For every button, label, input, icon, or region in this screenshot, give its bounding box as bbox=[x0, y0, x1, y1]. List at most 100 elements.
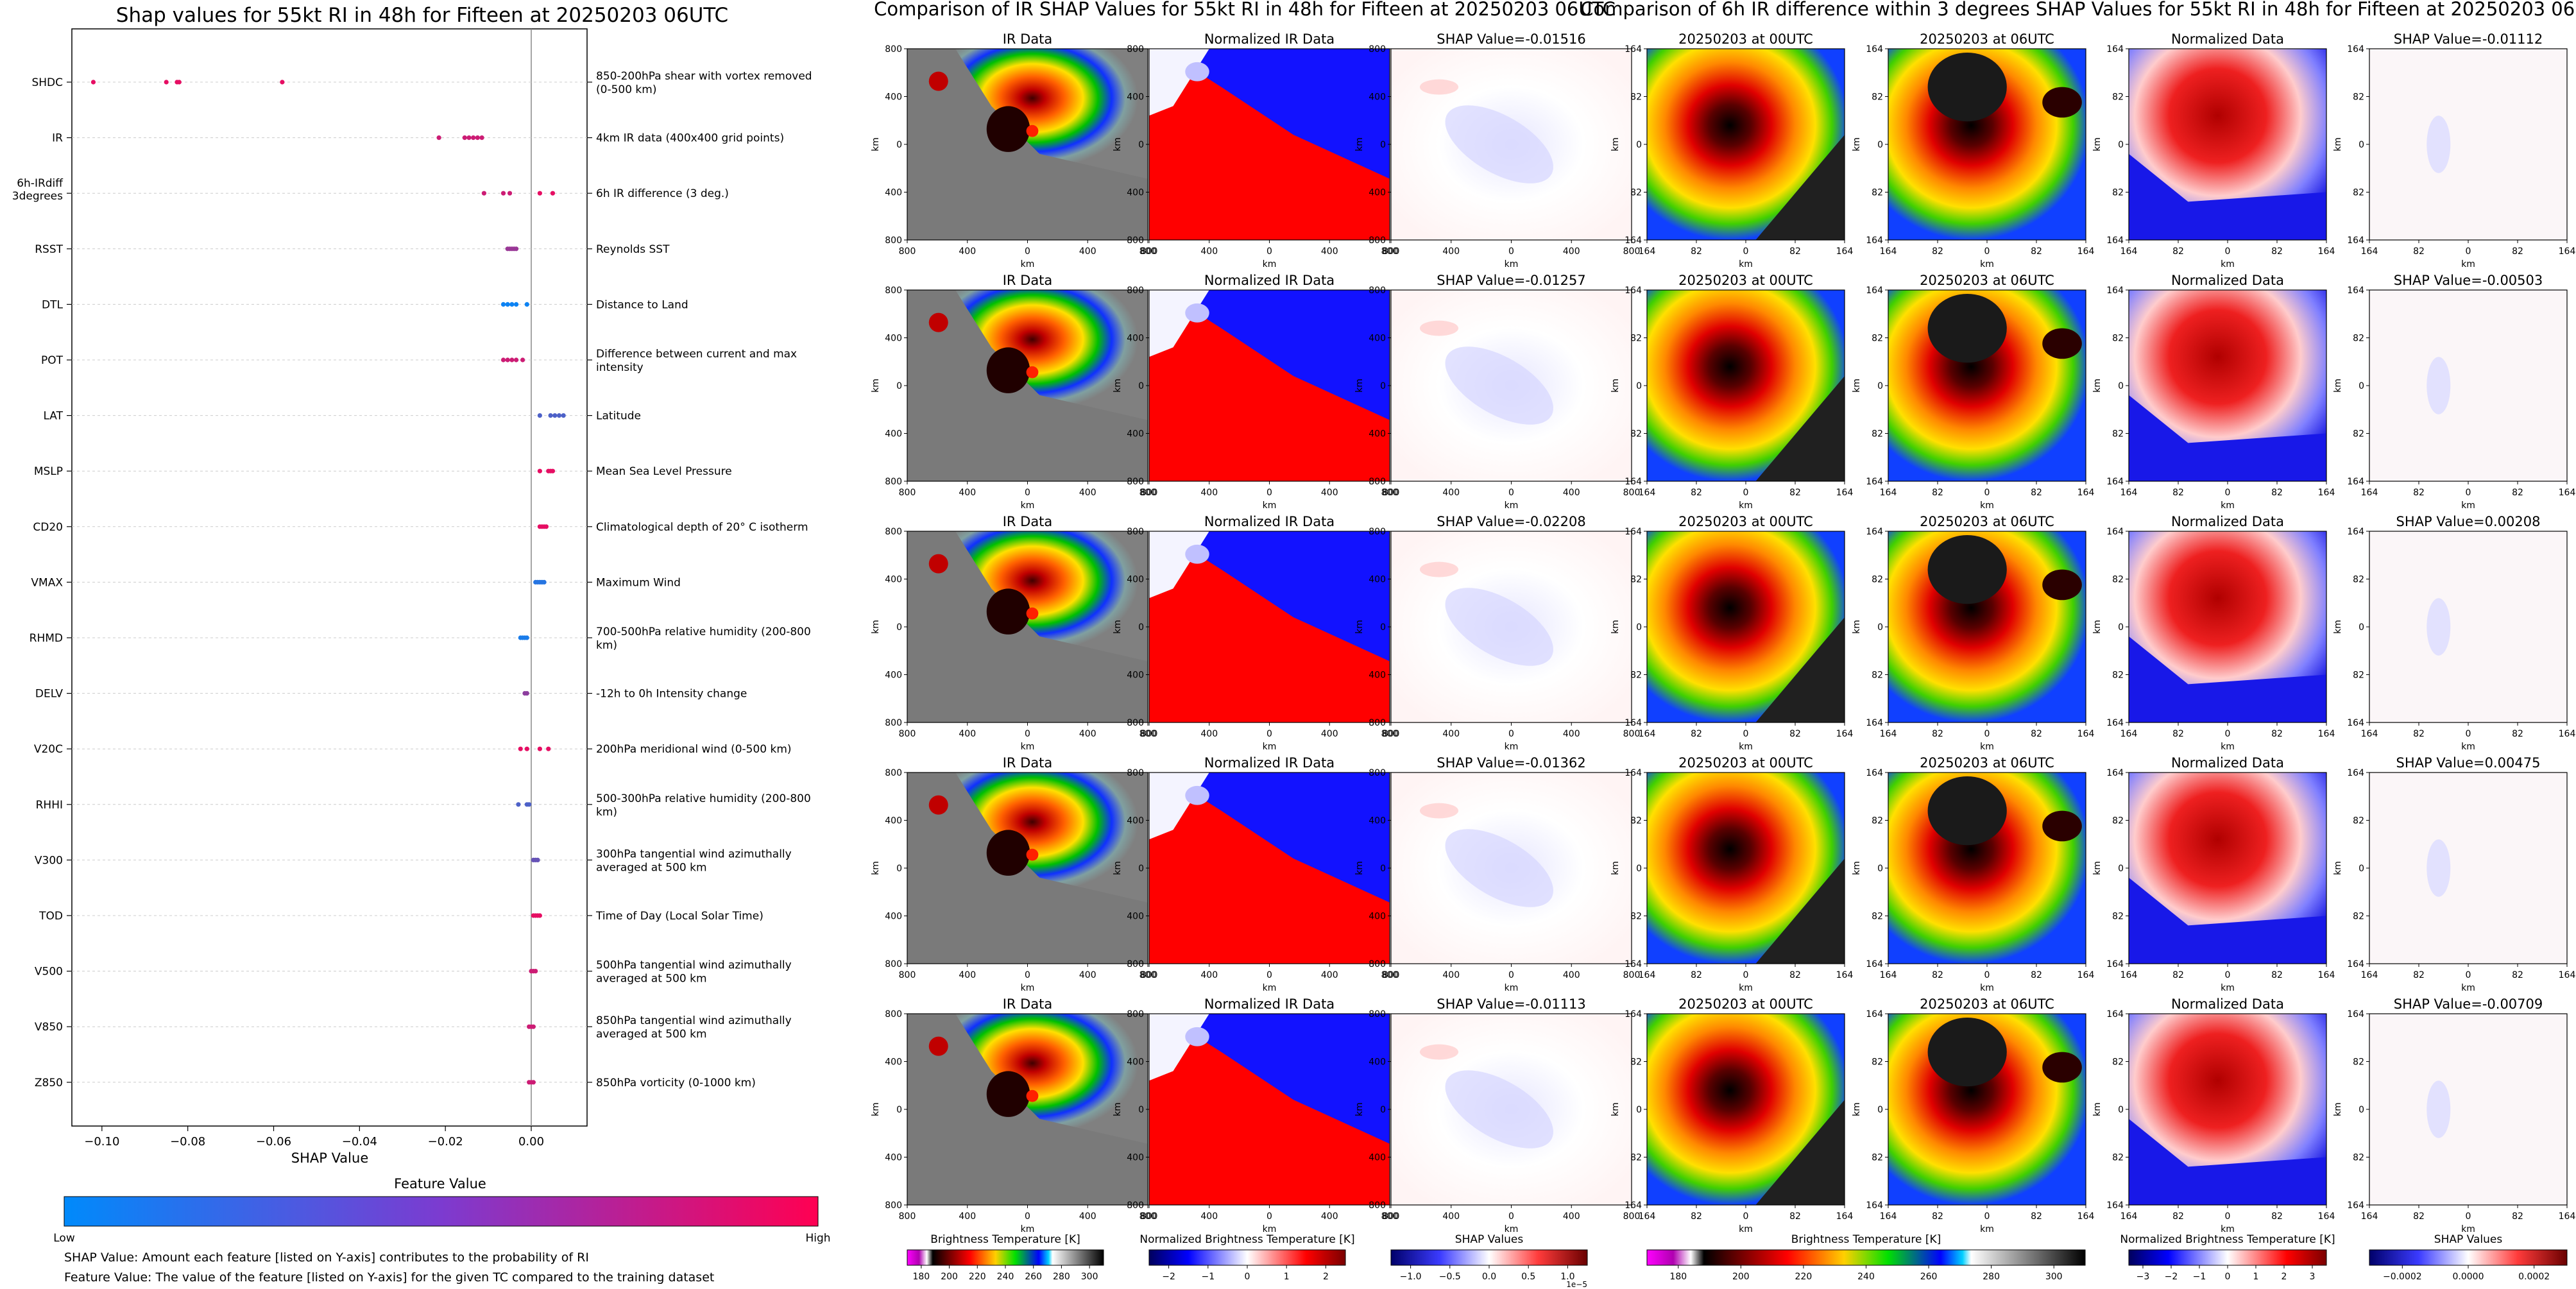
panel-y-tick-label: 164 bbox=[1866, 527, 1883, 537]
feature-description-line: km) bbox=[596, 639, 617, 652]
image-panel: SHAP Value=-0.01113800800400400004004008… bbox=[1354, 996, 1640, 1234]
feature-description-line: averaged at 500 km bbox=[596, 861, 707, 874]
shap-point bbox=[531, 1080, 536, 1085]
panel-y-axis-label: km bbox=[2092, 379, 2103, 393]
panel-y-tick-label: 800 bbox=[1127, 1200, 1144, 1211]
colorbar-tick-label: −2 bbox=[1162, 1272, 1175, 1282]
panel-x-tick-label: 164 bbox=[2077, 1211, 2095, 1222]
panel-x-tick-label: 164 bbox=[2361, 970, 2378, 980]
panel-x-axis-label: km bbox=[1739, 1224, 1753, 1234]
colorbar-tick-label: 200 bbox=[941, 1272, 958, 1282]
panel-title: Normalized Data bbox=[2171, 514, 2284, 529]
panel-y-tick-label: 0 bbox=[1877, 140, 1883, 150]
panel-y-axis-label: km bbox=[1852, 379, 1862, 393]
shap-point bbox=[479, 135, 484, 141]
panel-y-tick-label: 164 bbox=[2106, 527, 2124, 537]
cold-cloud-top bbox=[1927, 534, 2007, 604]
panel-x-tick-label: 400 bbox=[1200, 246, 1218, 257]
panel-y-tick-label: 164 bbox=[2106, 1200, 2124, 1211]
panel-y-tick-label: 164 bbox=[1625, 477, 1642, 487]
panel-y-tick-label: 82 bbox=[2353, 429, 2364, 440]
panel-y-tick-label: 400 bbox=[1127, 816, 1144, 826]
feature-name-label: SHDC bbox=[31, 76, 63, 89]
image-panel: Normalized Data1641648282008282164164kmk… bbox=[2092, 31, 2335, 269]
feature-description-line: averaged at 500 km bbox=[596, 1028, 707, 1041]
nir-cold-region bbox=[1161, 290, 1390, 420]
convective-cell bbox=[928, 71, 948, 91]
panel-y-tick-label: 164 bbox=[1866, 1200, 1883, 1211]
image-panel: 20250203 at 06UTC1641648282008282164164k… bbox=[1852, 514, 2094, 752]
feature-description: Reynolds SST bbox=[596, 243, 670, 256]
panel-y-tick-label: 0 bbox=[1138, 1105, 1144, 1115]
colorbar-label: Brightness Temperature [K] bbox=[930, 1233, 1080, 1246]
panel-y-tick-label: 164 bbox=[1625, 527, 1642, 537]
panel-y-tick-label: 800 bbox=[1369, 718, 1386, 728]
convective-cell bbox=[928, 795, 948, 815]
x-tick-label: −0.08 bbox=[170, 1135, 205, 1148]
feature-value-colorbar bbox=[64, 1196, 819, 1227]
shap-point bbox=[518, 746, 523, 751]
image-panel: Normalized IR Data8008004004000040040080… bbox=[1113, 755, 1398, 993]
panel-y-axis-label: km bbox=[2333, 379, 2343, 393]
panel-x-tick-label: 164 bbox=[1639, 1211, 1656, 1222]
panel-title: 20250203 at 06UTC bbox=[1920, 514, 2054, 529]
shap-background bbox=[2369, 531, 2567, 722]
feature-description: 300hPa tangential wind azimuthally averag… bbox=[596, 848, 792, 874]
x-tick-label: −0.10 bbox=[84, 1135, 119, 1148]
panel-y-tick-label: 0 bbox=[1380, 622, 1386, 633]
colorbar-tick-label: 220 bbox=[969, 1272, 986, 1282]
panel-y-tick-label: 82 bbox=[1630, 92, 1642, 103]
normalized-cold-region bbox=[2129, 1118, 2326, 1205]
panel-y-tick-label: 164 bbox=[2347, 959, 2364, 969]
panel-y-tick-label: 164 bbox=[2106, 959, 2124, 969]
image-panel: SHAP Value=-0.01362800800400400004004008… bbox=[1354, 755, 1640, 993]
shap-negative-region bbox=[1445, 105, 1553, 184]
colorbar-tick-label: 0 bbox=[2225, 1272, 2231, 1282]
panel-y-tick-label: 82 bbox=[1872, 334, 1883, 344]
panel-y-tick-label: 400 bbox=[885, 1057, 902, 1068]
x-tick-label: 0.00 bbox=[518, 1135, 544, 1148]
shap-point bbox=[513, 246, 519, 252]
image-panel: 20250203 at 06UTC1641648282008282164164k… bbox=[1852, 273, 2094, 511]
panel-x-axis-label: km bbox=[1980, 742, 1994, 752]
feature-description-line: (0-500 km) bbox=[596, 83, 656, 96]
panel-y-tick-label: 82 bbox=[2353, 334, 2364, 344]
panel-x-tick-label: 400 bbox=[1321, 729, 1338, 739]
feature-description-line: 500hPa tangential wind azimuthally bbox=[596, 959, 792, 972]
panel-y-tick-label: 0 bbox=[2118, 622, 2124, 633]
panel-x-axis-label: km bbox=[1505, 1224, 1519, 1234]
panel-x-tick-label: 0 bbox=[2466, 246, 2471, 257]
panel-x-tick-label: 82 bbox=[2512, 1211, 2523, 1222]
image-panel: Normalized Data1641648282008282164164kmk… bbox=[2092, 514, 2335, 752]
panel-x-tick-label: 164 bbox=[2120, 246, 2138, 257]
feature-description: 700-500hPa relative humidity (200-800 km) bbox=[596, 626, 811, 652]
shap-point bbox=[513, 302, 519, 307]
colorbar-tick-label: −1.0 bbox=[1400, 1272, 1422, 1282]
colorbar-tick-label: −3 bbox=[2137, 1272, 2150, 1282]
feature-description: 6h IR difference (3 deg.) bbox=[596, 187, 729, 200]
panel-x-tick-label: 164 bbox=[2318, 488, 2335, 498]
panel-x-tick-label: 800 bbox=[1383, 970, 1400, 980]
panel-x-tick-label: 82 bbox=[2413, 246, 2425, 257]
panel-y-tick-label: 164 bbox=[1866, 477, 1883, 487]
panel-y-tick-label: 800 bbox=[885, 959, 902, 969]
panel-y-tick-label: 0 bbox=[1380, 1105, 1386, 1115]
panel-title: Normalized Data bbox=[2171, 755, 2284, 771]
panel-y-tick-label: 164 bbox=[1625, 286, 1642, 296]
panel-x-tick-label: 164 bbox=[1880, 1211, 1897, 1222]
panel-y-tick-label: 800 bbox=[1369, 44, 1386, 55]
panel-y-tick-label: 82 bbox=[1872, 1057, 1883, 1068]
feature-name-label: V850 bbox=[35, 1021, 63, 1034]
feature-description: Time of Day (Local Solar Time) bbox=[595, 910, 763, 923]
panel-x-tick-label: 82 bbox=[1691, 246, 1702, 257]
feature-name-label: 6h-IRdiff 3degrees bbox=[12, 177, 64, 203]
panel-x-tick-label: 0 bbox=[1267, 488, 1272, 498]
colorbar-title: Feature Value bbox=[394, 1176, 486, 1191]
feature-description: Climatological depth of 20° C isotherm bbox=[596, 521, 808, 534]
panel-x-tick-label: 400 bbox=[1079, 970, 1096, 980]
panel-x-axis-label: km bbox=[1980, 500, 1994, 511]
normalized-cold-region bbox=[2129, 395, 2326, 481]
convective-cell bbox=[928, 554, 948, 574]
shap-point bbox=[537, 746, 542, 751]
panel-y-axis-label: km bbox=[1852, 137, 1862, 151]
